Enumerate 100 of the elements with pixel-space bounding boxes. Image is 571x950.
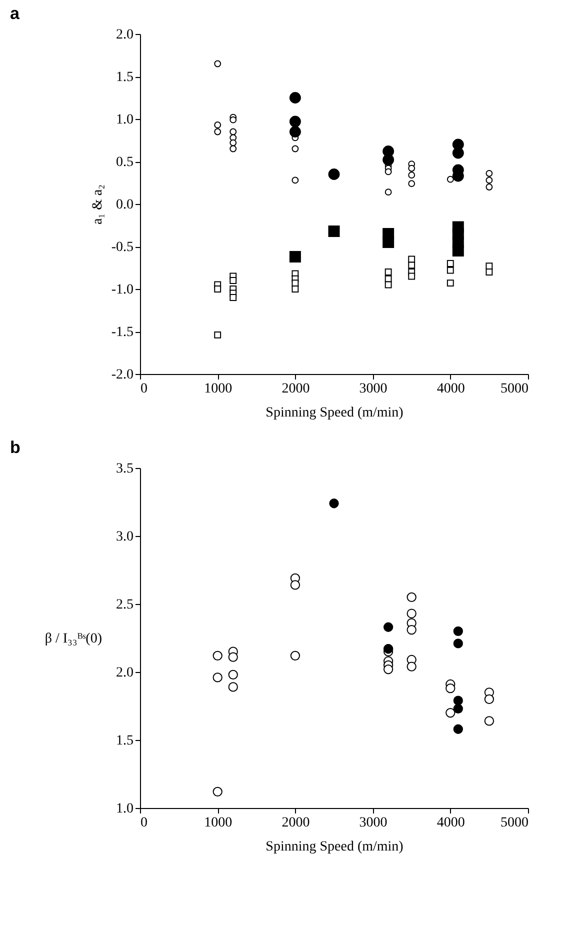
point xyxy=(214,128,222,136)
point xyxy=(453,638,463,648)
point xyxy=(384,275,392,282)
x-tick-label: 4000 xyxy=(436,816,465,830)
point xyxy=(406,608,416,618)
point xyxy=(486,262,493,270)
point xyxy=(290,580,300,590)
x-tick-label: 0 xyxy=(140,382,148,396)
point xyxy=(214,331,222,338)
y-tick-label: -1.0 xyxy=(111,282,134,298)
x-axis-title: Spinning Speed (m/min) xyxy=(266,840,404,854)
point xyxy=(408,180,416,188)
x-tick-label: 5000 xyxy=(500,816,528,830)
point xyxy=(408,172,416,179)
y-axis-title: β / I₃₃ᴮˢ(0) xyxy=(44,632,102,646)
x-tick-label: 5000 xyxy=(500,382,528,396)
x-tick-label: 3000 xyxy=(359,382,388,396)
point xyxy=(214,60,222,68)
y-axis-title: a₁ & a₂ xyxy=(90,184,106,225)
point xyxy=(446,708,456,718)
y-tick-label: 2.0 xyxy=(116,666,134,680)
point xyxy=(292,286,299,292)
point xyxy=(452,147,464,159)
point xyxy=(230,277,237,284)
x-tick-label: 1000 xyxy=(204,816,232,830)
y-tick-label: 1.0 xyxy=(116,802,134,816)
point xyxy=(289,92,301,104)
chart-title: b xyxy=(10,438,20,457)
point xyxy=(453,724,463,734)
y-tick-label: 2.5 xyxy=(116,598,134,612)
point xyxy=(446,176,454,183)
point xyxy=(212,650,222,660)
x-tick-label: 3000 xyxy=(359,816,388,830)
y-tick-label: -2.0 xyxy=(111,368,134,382)
point xyxy=(292,145,299,152)
x-tick-label: 0 xyxy=(140,816,148,830)
point xyxy=(408,262,416,269)
x-tick-label: 1000 xyxy=(204,382,232,396)
chart-title: a xyxy=(10,4,20,23)
point xyxy=(453,704,463,714)
point xyxy=(484,694,494,704)
y-tick-label: -1.5 xyxy=(111,325,134,340)
point xyxy=(328,168,340,180)
point xyxy=(329,498,339,508)
point xyxy=(328,225,340,237)
y-tick-label: 3.5 xyxy=(116,462,134,476)
point xyxy=(406,662,416,672)
y-tick-label: 1.5 xyxy=(116,70,134,85)
point xyxy=(383,664,394,674)
point xyxy=(228,652,238,662)
point xyxy=(486,268,493,276)
point xyxy=(446,684,456,694)
y-tick-label: 0.5 xyxy=(116,155,134,170)
point xyxy=(383,622,394,632)
point xyxy=(486,170,493,177)
x-tick-label: 2000 xyxy=(282,816,310,830)
point xyxy=(292,280,299,287)
y-tick-label: 1.5 xyxy=(116,734,134,748)
point xyxy=(406,592,416,602)
x-tick-label: 2000 xyxy=(282,382,310,396)
point xyxy=(384,188,392,196)
point xyxy=(446,280,454,287)
point xyxy=(446,266,454,274)
point xyxy=(289,126,301,138)
point xyxy=(228,682,238,692)
point xyxy=(453,626,463,636)
point xyxy=(484,716,494,726)
point xyxy=(384,168,392,176)
y-tick-label: 1.0 xyxy=(116,112,134,128)
y-tick-label: 2.0 xyxy=(116,28,134,42)
point xyxy=(230,145,237,152)
point xyxy=(230,139,237,146)
point xyxy=(452,245,464,256)
point xyxy=(453,696,463,706)
point xyxy=(214,286,222,292)
point xyxy=(486,176,493,184)
y-tick-label: -0.5 xyxy=(111,240,134,255)
y-tick-label: 3.0 xyxy=(116,530,134,544)
point xyxy=(384,268,392,276)
y-tick-label: 0.0 xyxy=(116,198,134,212)
point xyxy=(406,625,416,635)
point xyxy=(230,128,237,136)
x-tick-label: 4000 xyxy=(436,382,465,396)
x-axis-title: Spinning Speed (m/min) xyxy=(266,406,404,420)
point xyxy=(230,116,237,124)
point xyxy=(384,281,392,288)
point xyxy=(214,122,222,128)
point xyxy=(292,176,299,184)
point xyxy=(382,236,394,248)
point xyxy=(212,672,222,682)
point xyxy=(289,250,301,262)
point xyxy=(289,116,301,128)
point xyxy=(228,670,238,680)
point xyxy=(230,294,237,301)
point xyxy=(290,650,300,660)
point xyxy=(486,184,493,190)
point xyxy=(212,786,222,796)
point xyxy=(408,272,416,280)
point xyxy=(408,164,416,172)
point xyxy=(446,260,454,267)
